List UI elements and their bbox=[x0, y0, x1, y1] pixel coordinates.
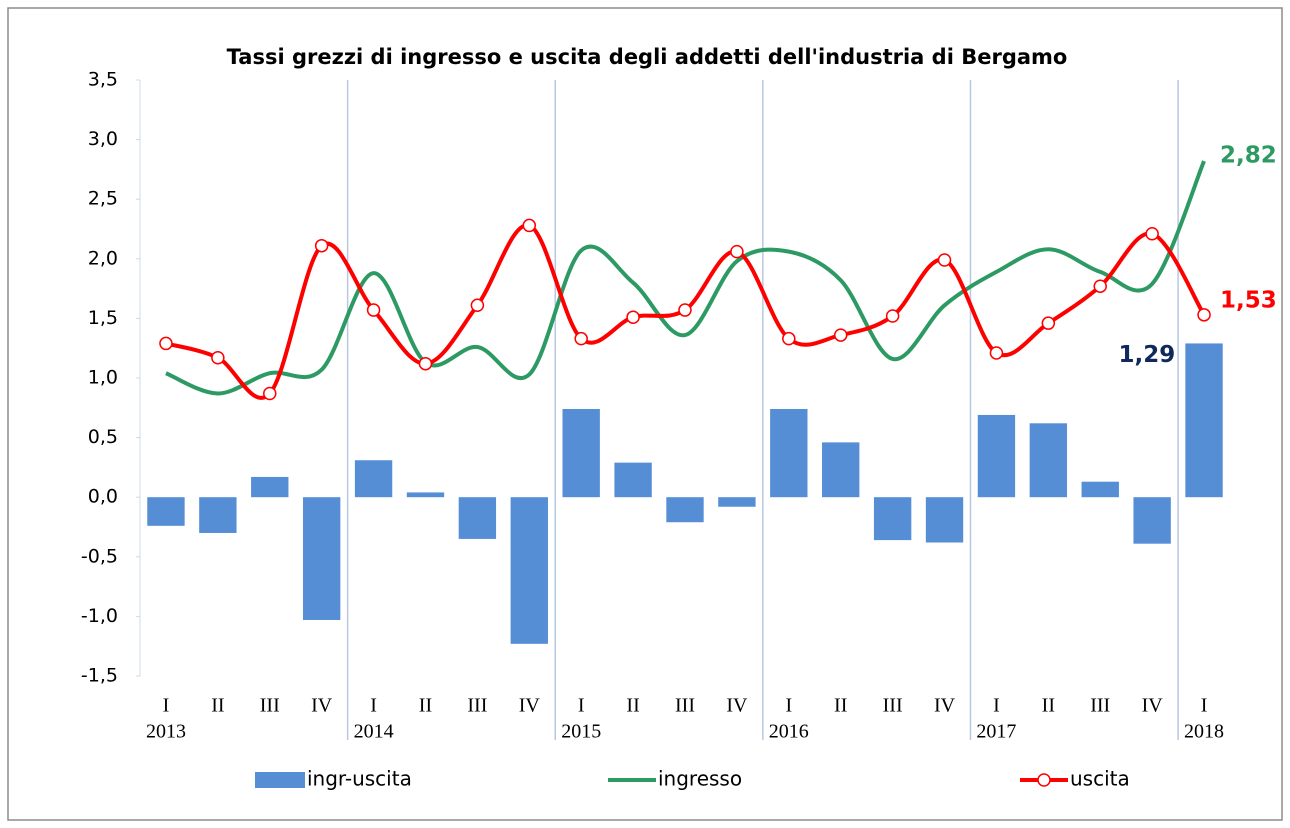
marker bbox=[885, 309, 900, 323]
bar bbox=[822, 442, 860, 498]
bar bbox=[251, 476, 289, 498]
x-tick-label: III bbox=[883, 695, 903, 717]
bar bbox=[666, 497, 704, 523]
marker bbox=[314, 238, 329, 253]
marker bbox=[1041, 316, 1056, 330]
bar bbox=[562, 408, 600, 498]
x-tick-label: IV bbox=[311, 695, 333, 717]
marker bbox=[989, 346, 1004, 360]
y-tick-label: -1,5 bbox=[81, 665, 118, 687]
year-label: 2018 bbox=[1184, 721, 1224, 743]
y-tick-label: 2,0 bbox=[88, 247, 118, 269]
marker bbox=[1145, 227, 1159, 241]
year-label: 2017 bbox=[976, 721, 1016, 743]
bar bbox=[302, 497, 341, 620]
marker bbox=[470, 298, 485, 313]
x-tick-label: IV bbox=[726, 695, 748, 717]
legend-swatch bbox=[255, 772, 305, 788]
bar bbox=[1081, 481, 1119, 498]
bar bbox=[1029, 423, 1068, 498]
y-tick-label: 0,5 bbox=[88, 426, 118, 448]
marker bbox=[211, 350, 225, 365]
x-tick-label: III bbox=[1090, 695, 1110, 717]
marker bbox=[782, 331, 796, 346]
y-tick-label: 3,0 bbox=[88, 128, 118, 150]
y-tick-label: -1,0 bbox=[81, 605, 118, 627]
marker bbox=[159, 336, 173, 351]
bar bbox=[770, 408, 808, 498]
x-tick-label: II bbox=[626, 695, 639, 717]
bar bbox=[510, 497, 548, 644]
marker bbox=[1197, 308, 1211, 322]
x-tick-label: III bbox=[675, 695, 695, 717]
marker bbox=[522, 218, 537, 233]
marker bbox=[366, 303, 381, 317]
marker bbox=[730, 244, 744, 259]
y-tick-label: 3,5 bbox=[88, 69, 118, 91]
chart-title: Tassi grezzi di ingresso e uscita degli … bbox=[226, 45, 1068, 69]
legend-label: ingresso bbox=[658, 767, 742, 791]
data-label: 1,29 bbox=[1119, 342, 1176, 368]
bar bbox=[406, 492, 445, 498]
bar bbox=[1185, 343, 1223, 498]
x-tick-label: I bbox=[578, 695, 585, 717]
legend-marker bbox=[1037, 773, 1051, 787]
marker bbox=[937, 253, 952, 267]
marker bbox=[1093, 279, 1107, 293]
x-tick-label: II bbox=[211, 695, 224, 717]
legend-label: uscita bbox=[1070, 767, 1130, 791]
bar bbox=[925, 497, 964, 543]
x-tick-label: III bbox=[260, 695, 280, 717]
data-label: 2,82 bbox=[1220, 143, 1277, 169]
data-label: 1,53 bbox=[1220, 287, 1277, 313]
x-tick-label: I bbox=[370, 695, 377, 717]
legend-label: ingr-uscita bbox=[307, 767, 412, 791]
x-tick-label: II bbox=[1042, 695, 1055, 717]
bar bbox=[147, 497, 185, 526]
marker bbox=[263, 386, 277, 401]
marker bbox=[574, 331, 588, 346]
bar bbox=[1133, 497, 1171, 544]
y-tick-label: 2,5 bbox=[88, 188, 118, 210]
x-tick-label: III bbox=[467, 695, 487, 717]
bar bbox=[199, 497, 237, 533]
bar bbox=[614, 462, 652, 498]
line bbox=[165, 223, 1206, 400]
y-tick-label: 1,5 bbox=[88, 307, 118, 329]
x-tick-label: IV bbox=[934, 695, 956, 717]
x-tick-label: IV bbox=[519, 695, 541, 717]
year-label: 2015 bbox=[561, 721, 601, 743]
y-tick-label: 1,0 bbox=[88, 367, 118, 389]
x-tick-label: I bbox=[993, 695, 1000, 717]
bar bbox=[354, 460, 393, 498]
x-tick-label: I bbox=[163, 695, 170, 717]
y-tick-label: 0,0 bbox=[88, 486, 118, 508]
year-label: 2013 bbox=[146, 721, 186, 743]
x-tick-label: I bbox=[785, 695, 792, 717]
bar bbox=[718, 497, 756, 507]
marker bbox=[678, 303, 692, 317]
x-tick-label: I bbox=[1201, 695, 1208, 717]
marker bbox=[626, 310, 640, 324]
x-tick-label: IV bbox=[1142, 695, 1164, 717]
marker bbox=[418, 356, 433, 371]
year-label: 2014 bbox=[354, 721, 394, 743]
chart-border bbox=[7, 7, 1283, 821]
line bbox=[165, 160, 1206, 396]
bar bbox=[873, 497, 912, 541]
x-tick-label: II bbox=[419, 695, 432, 717]
y-tick-label: -0,5 bbox=[81, 545, 118, 567]
x-tick-label: II bbox=[834, 695, 847, 717]
bar bbox=[458, 497, 497, 539]
marker bbox=[833, 328, 848, 342]
bar bbox=[977, 414, 1016, 498]
year-label: 2016 bbox=[769, 721, 809, 743]
